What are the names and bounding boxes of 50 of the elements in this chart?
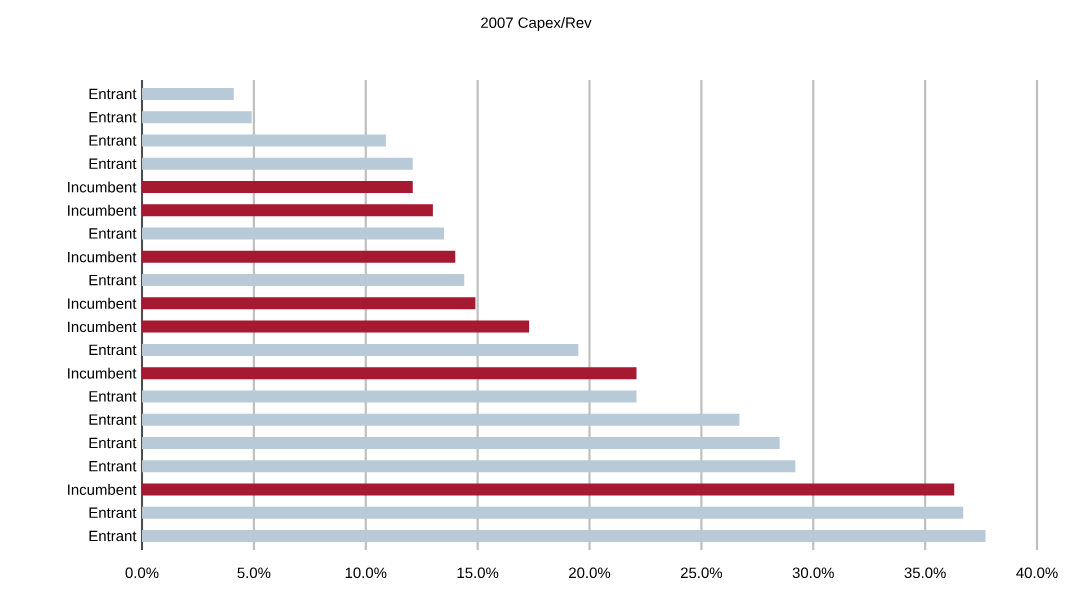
x-tick-label: 5.0% <box>237 567 271 579</box>
chart-title: 2007 Capex/Rev <box>481 17 592 31</box>
bar <box>142 227 445 240</box>
bar <box>142 413 740 426</box>
y-tick-label: Incumbent <box>68 204 137 216</box>
bar <box>142 483 955 496</box>
bar <box>142 250 456 263</box>
bar <box>142 181 413 194</box>
bar <box>142 297 476 310</box>
y-tick-label: Entrant <box>89 88 137 100</box>
y-tick-label: Entrant <box>89 437 137 449</box>
x-tick-label: 15.0% <box>457 567 499 579</box>
bar <box>142 274 465 287</box>
y-tick-label: Entrant <box>89 158 137 169</box>
y-tick-label: Entrant <box>89 344 137 356</box>
bar <box>142 390 637 403</box>
y-tick-label: Entrant <box>89 135 137 146</box>
y-tick-label: Incumbent <box>68 367 137 379</box>
bar <box>142 506 964 519</box>
bar <box>142 134 386 147</box>
y-tick-label: Entrant <box>89 112 137 123</box>
x-tick-label: 40.0% <box>1016 567 1058 579</box>
y-tick-label: Entrant <box>89 391 137 402</box>
bar <box>142 367 637 380</box>
x-tick-label: 0.0% <box>125 567 159 579</box>
x-tick-label: 35.0% <box>904 567 946 579</box>
y-tick-label: Incumbent <box>68 251 137 263</box>
bar <box>142 111 252 124</box>
y-tick-label: Entrant <box>89 274 137 286</box>
bar <box>142 204 433 217</box>
y-tick-label: Incumbent <box>68 297 137 309</box>
x-tick-label: 30.0% <box>792 567 834 579</box>
x-tick-label: 20.0% <box>569 567 611 579</box>
bar <box>142 436 780 449</box>
y-tick-label: Incumbent <box>68 321 137 333</box>
x-tick-label: 10.0% <box>345 567 387 579</box>
y-tick-label: Entrant <box>89 530 137 542</box>
bar <box>142 530 986 543</box>
y-tick-label: Entrant <box>89 461 137 472</box>
bar <box>142 87 234 100</box>
y-tick-label: Entrant <box>89 507 137 518</box>
bar <box>142 157 413 170</box>
y-tick-label: Incumbent <box>68 484 137 495</box>
x-tick-label: 25.0% <box>680 567 723 579</box>
bar <box>142 343 579 356</box>
y-tick-label: Incumbent <box>68 181 137 193</box>
bar <box>142 460 796 473</box>
bar <box>142 320 530 333</box>
y-tick-label: Entrant <box>89 414 137 425</box>
y-tick-label: Entrant <box>89 228 137 239</box>
